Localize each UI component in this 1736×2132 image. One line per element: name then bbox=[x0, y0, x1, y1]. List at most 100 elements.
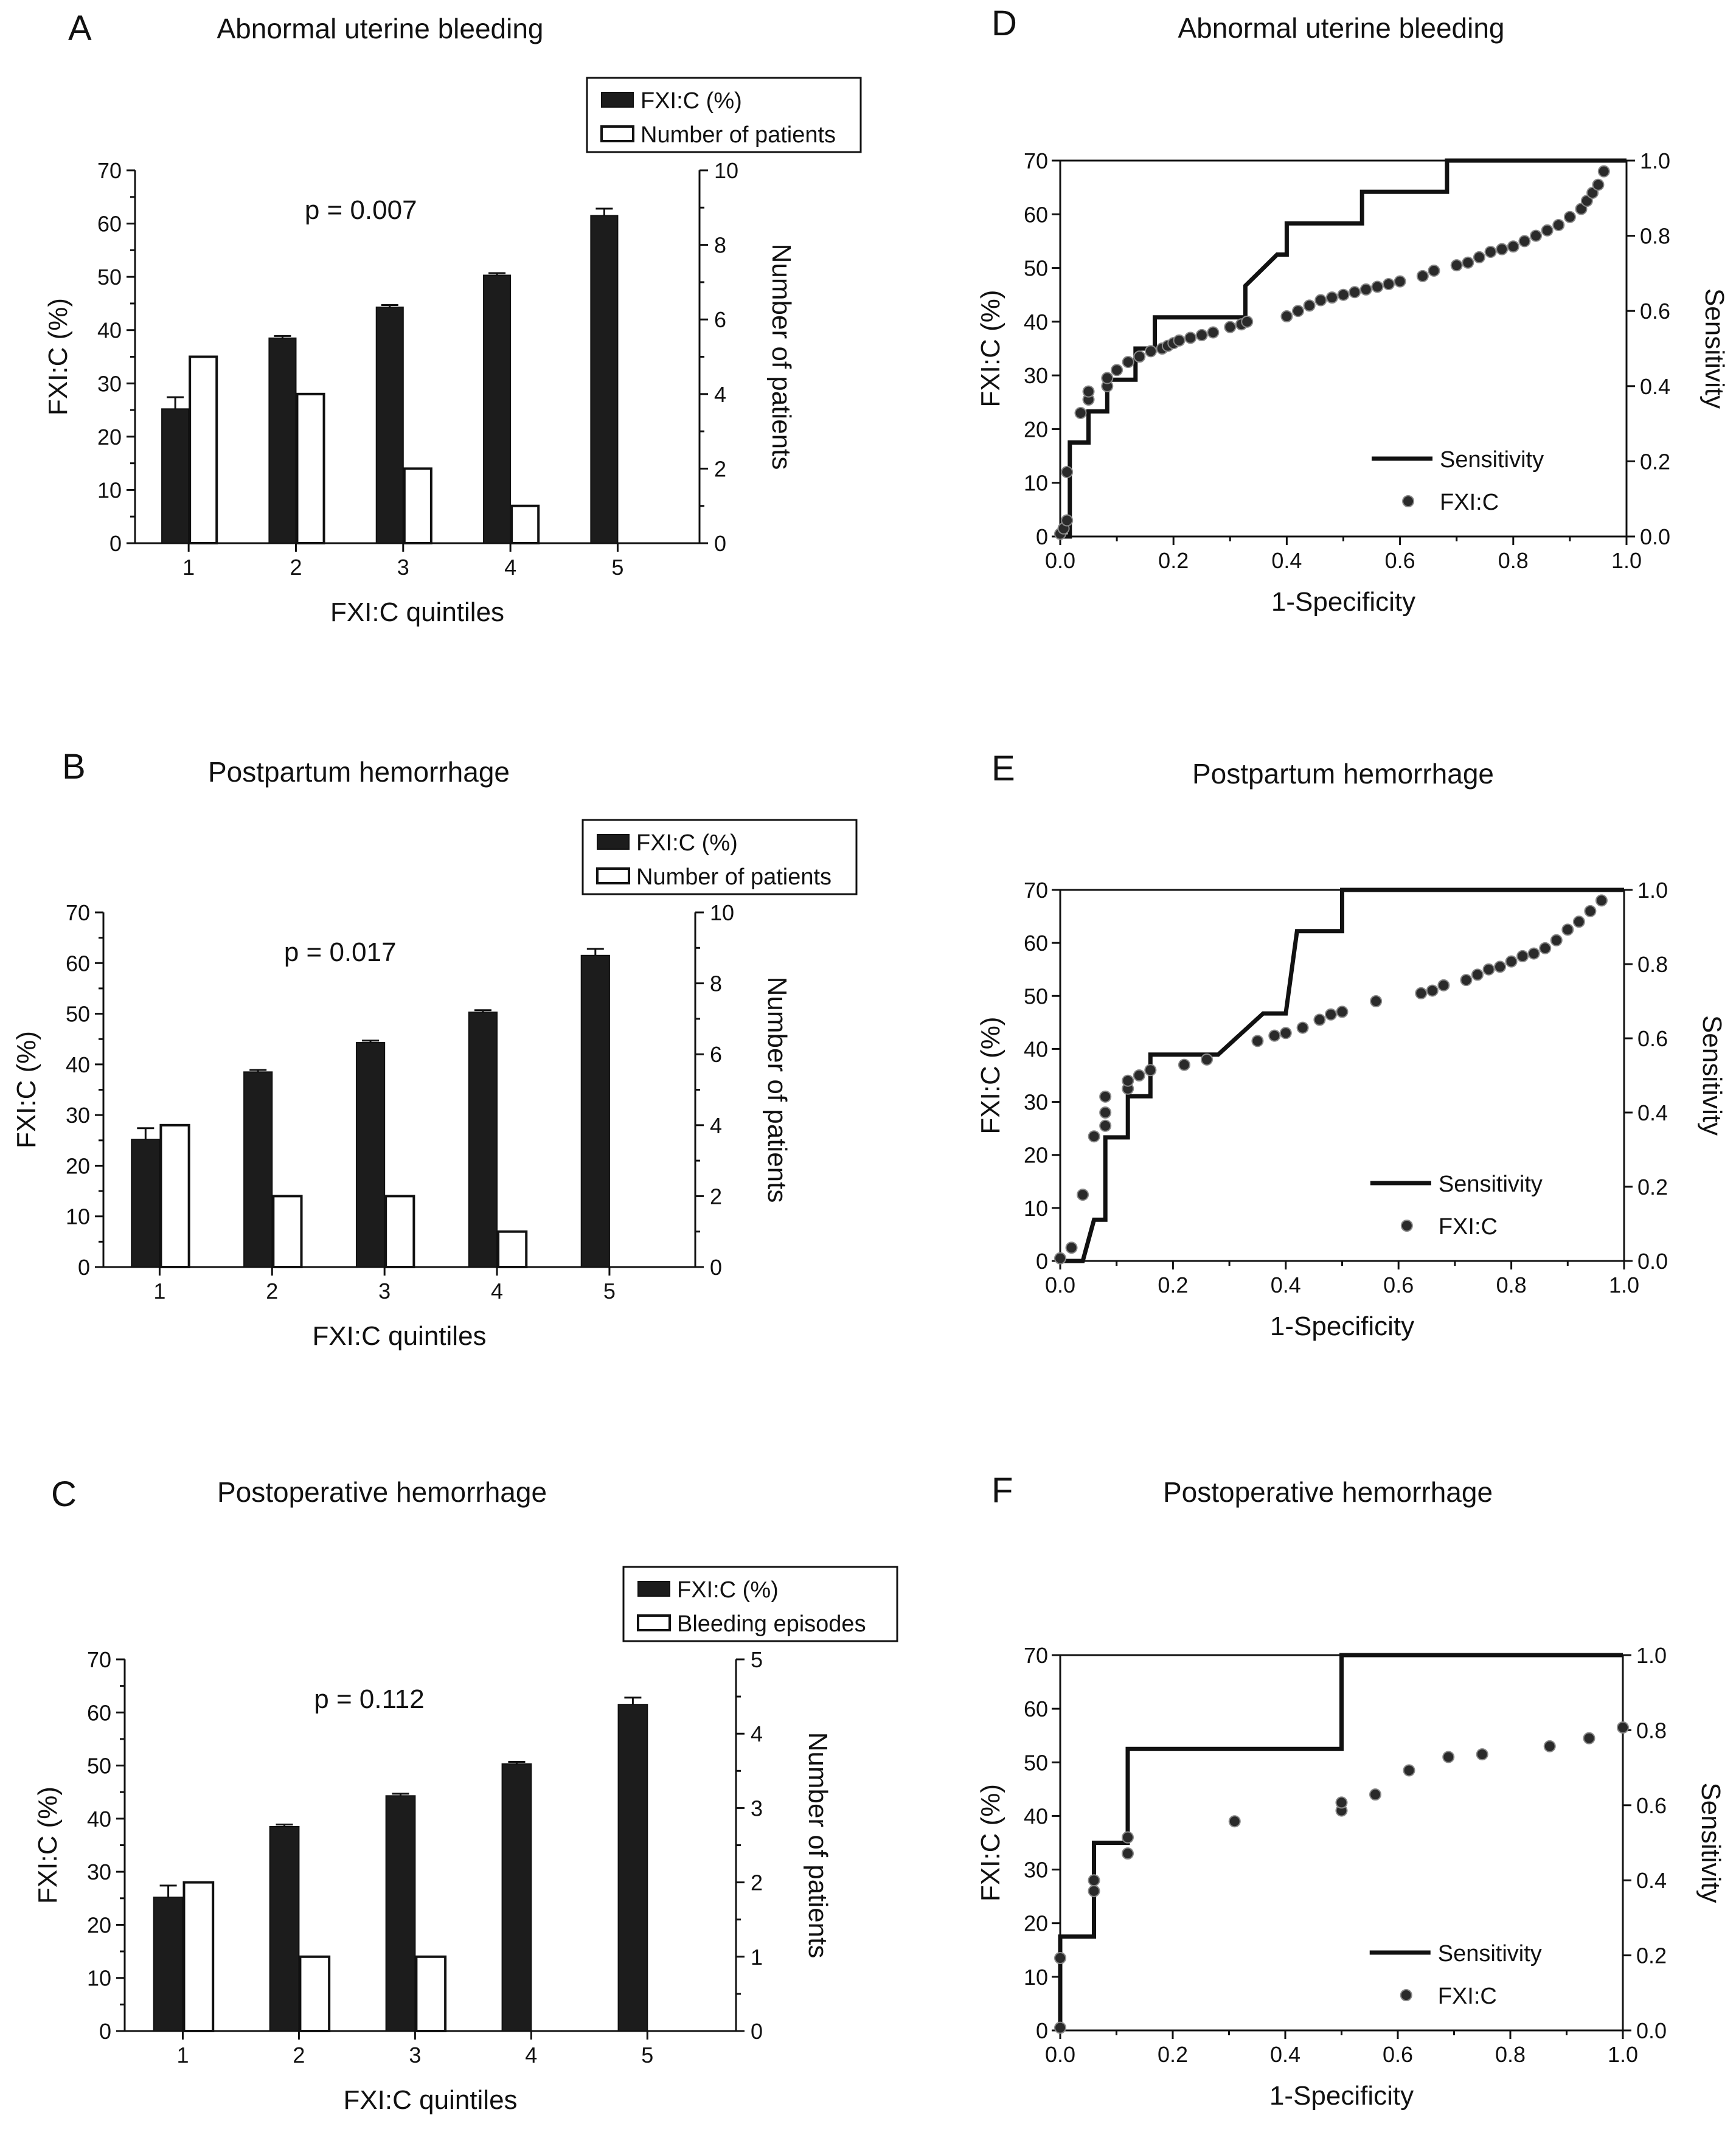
fxic-point bbox=[1337, 288, 1350, 301]
fxic-point bbox=[1583, 1732, 1595, 1745]
legend-dot bbox=[1400, 1989, 1412, 2001]
y2-tick-label: 0.8 bbox=[1640, 224, 1670, 249]
y-tick-label: 30 bbox=[66, 1103, 90, 1128]
fxic-point bbox=[1099, 1106, 1112, 1119]
bar-count bbox=[272, 1195, 303, 1269]
y-tick-label: 70 bbox=[87, 1647, 111, 1672]
fxic-point bbox=[1450, 259, 1463, 272]
p-value: p = 0.017 bbox=[284, 937, 397, 967]
bar-count bbox=[159, 1123, 190, 1269]
y-tick-label: 40 bbox=[1024, 1804, 1048, 1828]
x-axis-label: FXI:C quintiles bbox=[343, 2085, 517, 2115]
bar-fxic bbox=[161, 408, 190, 544]
y-tick-label: 20 bbox=[97, 425, 122, 450]
fxic-point bbox=[1133, 1069, 1145, 1082]
y2-tick-label: 8 bbox=[710, 971, 722, 996]
fxic-point bbox=[1482, 963, 1495, 976]
y-tick-label: 0 bbox=[99, 2019, 111, 2044]
x-tick-label: 3 bbox=[409, 2043, 421, 2068]
y-axis-label: FXI:C (%) bbox=[976, 1784, 1005, 1901]
fxic-point bbox=[1462, 256, 1474, 269]
y-tick-label: 30 bbox=[97, 371, 122, 396]
panel-a: A Abnormal uterine bleeding01020304050607… bbox=[43, 9, 862, 627]
fxic-point bbox=[1516, 950, 1529, 962]
fxic-point bbox=[1572, 915, 1585, 928]
bar-count bbox=[403, 467, 432, 545]
y2-tick-label: 3 bbox=[751, 1796, 763, 1821]
panel-title: Postpartum hemorrhage bbox=[208, 756, 510, 788]
y-tick-label: 30 bbox=[87, 1859, 111, 1884]
y2-tick-label: 5 bbox=[751, 1647, 763, 1672]
y2-tick-label: 0.2 bbox=[1637, 1175, 1668, 1200]
panel-letter: B bbox=[62, 747, 86, 786]
legend-label: Sensitivity bbox=[1440, 447, 1544, 473]
x-tick-label: 0.6 bbox=[1383, 1273, 1414, 1297]
y2-tick-label: 0.4 bbox=[1636, 1868, 1667, 1893]
y2-tick-label: 0.4 bbox=[1637, 1100, 1668, 1125]
fxic-point bbox=[1416, 269, 1429, 282]
fxic-point bbox=[1099, 1119, 1112, 1132]
x-tick-label: 0.8 bbox=[1496, 1273, 1527, 1297]
fxic-point bbox=[1303, 299, 1316, 312]
legend-label: FXI:C bbox=[1439, 1214, 1498, 1240]
fxic-point bbox=[1054, 1952, 1066, 1965]
fxic-point bbox=[1173, 334, 1186, 347]
y-tick-label: 10 bbox=[1024, 471, 1048, 496]
sensitivity-line bbox=[1060, 158, 1627, 539]
fxic-point bbox=[1122, 1847, 1134, 1860]
y2-tick-label: 0.0 bbox=[1636, 2018, 1667, 2043]
y-tick-label: 0 bbox=[1036, 524, 1048, 549]
fxic-point bbox=[1325, 291, 1338, 304]
fxic-point bbox=[1507, 240, 1519, 253]
fxic-point bbox=[1371, 280, 1384, 293]
x-tick-label: 0.6 bbox=[1385, 548, 1415, 573]
fxic-point bbox=[1592, 178, 1605, 191]
x-tick-label: 3 bbox=[378, 1279, 391, 1304]
fxic-point bbox=[1541, 224, 1554, 237]
y2-tick-label: 0.2 bbox=[1640, 449, 1670, 474]
legend: Sensitivity FXI:C bbox=[1372, 447, 1544, 515]
y2-axis-label: Sensitivity bbox=[1697, 1015, 1727, 1136]
x-tick-label: 3 bbox=[397, 555, 409, 580]
y2-axis-label: Number of patients bbox=[803, 1732, 833, 1959]
y-tick-label: 50 bbox=[87, 1754, 111, 1779]
fxic-point bbox=[1054, 1252, 1066, 1265]
fxic-point bbox=[1279, 1027, 1292, 1040]
p-value: p = 0.112 bbox=[314, 1684, 424, 1714]
x-axis-label: FXI:C quintiles bbox=[312, 1321, 486, 1351]
y-tick-label: 20 bbox=[1024, 1143, 1048, 1168]
x-tick-label: 1 bbox=[182, 555, 195, 580]
fxic-point bbox=[1296, 1021, 1309, 1034]
fxic-point bbox=[1122, 1074, 1134, 1087]
x-tick-label: 0.0 bbox=[1045, 1273, 1075, 1297]
bar-count bbox=[182, 1881, 215, 2033]
y-tick-label: 20 bbox=[66, 1153, 90, 1178]
x-tick-label: 1 bbox=[176, 2043, 189, 2068]
y-tick-label: 0 bbox=[1036, 1249, 1048, 1274]
x-tick-label: 0.8 bbox=[1495, 2042, 1526, 2067]
fxic-point bbox=[1224, 321, 1237, 333]
x-tick-label: 5 bbox=[611, 555, 623, 580]
y-axis-label: FXI:C (%) bbox=[976, 1016, 1005, 1134]
fxic-point bbox=[1280, 310, 1293, 323]
y2-tick-label: 0.2 bbox=[1636, 1943, 1667, 1968]
fxic-point bbox=[1403, 1764, 1415, 1777]
fxic-point bbox=[1336, 1005, 1349, 1018]
bar-count bbox=[510, 504, 540, 545]
fxic-point bbox=[1496, 243, 1509, 255]
x-tick-label: 0.0 bbox=[1045, 2042, 1075, 2067]
legend-label: FXI:C bbox=[1438, 1984, 1497, 2009]
y-tick-label: 60 bbox=[97, 212, 122, 237]
x-axis-label: 1-Specificity bbox=[1270, 1311, 1414, 1341]
panel-c: C Postoperative hemorrhage010203040506070… bbox=[33, 1474, 898, 2115]
fxic-point bbox=[1228, 1815, 1241, 1828]
x-tick-label: 0.4 bbox=[1270, 2042, 1300, 2067]
legend-label: FXI:C bbox=[1440, 490, 1499, 515]
x-axis-label: 1-Specificity bbox=[1269, 2081, 1414, 2111]
fxic-point bbox=[1563, 210, 1576, 223]
bar-count bbox=[299, 1955, 331, 2033]
y2-tick-label: 0.8 bbox=[1636, 1718, 1667, 1743]
fxic-point bbox=[1065, 1241, 1078, 1254]
y2-tick-label: 2 bbox=[714, 456, 726, 481]
